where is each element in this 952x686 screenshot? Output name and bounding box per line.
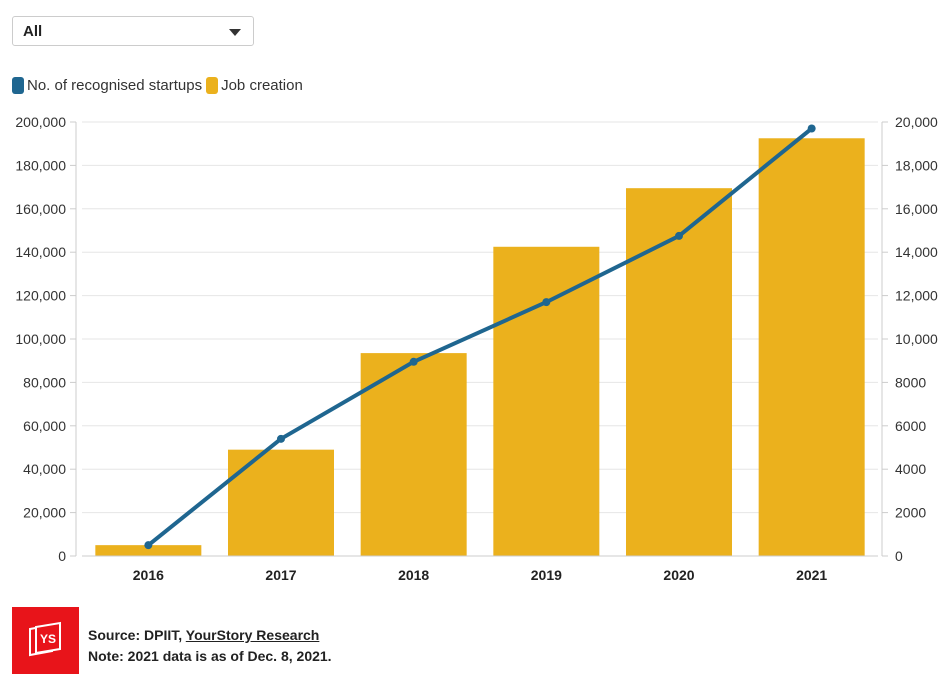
- left-tick-label: 160,000: [15, 201, 66, 217]
- left-tick-label: 120,000: [15, 288, 66, 304]
- grid-layer: [82, 121, 878, 514]
- left-tick-label: 140,000: [15, 244, 66, 260]
- filter-dropdown[interactable]: All: [12, 16, 254, 46]
- yourstory-logo-icon: YS: [29, 621, 61, 657]
- legend-label-jobs: Job creation: [221, 76, 303, 94]
- left-tick-label: 0: [58, 548, 66, 564]
- left-tick-label: 200,000: [15, 114, 66, 130]
- x-tick-label: 2017: [265, 567, 296, 583]
- x-tick-label: 2019: [531, 567, 562, 583]
- legend-swatch-startups: [12, 76, 24, 94]
- left-tick-label: 100,000: [15, 331, 66, 347]
- logo-text: YS: [40, 632, 56, 646]
- x-tick-label: 2018: [398, 567, 429, 583]
- right-tick-label: 14,000: [895, 244, 938, 260]
- right-tick-label: 8000: [895, 374, 926, 390]
- x-axis: 2016 2017 2018 2019 2020 2021: [82, 555, 878, 583]
- chart-footer: YS Source: DPIIT, YourStory Research Not…: [12, 607, 612, 677]
- source-line: Source: DPIIT, YourStory Research: [88, 625, 332, 646]
- line-layer: [144, 124, 816, 550]
- footer-text: Source: DPIIT, YourStory Research Note: …: [88, 625, 332, 667]
- right-tick-label: 18,000: [895, 157, 938, 173]
- note-line: Note: 2021 data is as of Dec. 8, 2021.: [88, 648, 332, 664]
- bar-job-creation: [758, 138, 865, 556]
- point-startups: [542, 298, 551, 307]
- legend-label-startups: No. of recognised startups: [27, 76, 203, 94]
- bar-job-creation: [228, 449, 334, 556]
- bar-job-creation: [626, 188, 732, 556]
- point-startups: [807, 124, 816, 133]
- right-tick-label: 4000: [895, 461, 926, 477]
- right-tick-label: 10,000: [895, 331, 938, 347]
- right-axis: 0 2000 4000 6000 8000 10,000 12,000 14,000 16,00…: [881, 114, 938, 564]
- bar-job-creation: [95, 545, 202, 556]
- right-tick-label: 2000: [895, 505, 926, 521]
- combo-chart: 0 20,000 40,000 60,000 80,000 100,000 120,000 1…: [15, 114, 938, 583]
- bar-job-creation: [360, 353, 467, 556]
- left-tick-label: 40,000: [23, 461, 66, 477]
- point-startups: [144, 541, 153, 550]
- chevron-down-icon: [229, 29, 241, 36]
- right-tick-label: 6000: [895, 418, 926, 434]
- legend-item-jobs[interactable]: Job creation: [206, 76, 303, 94]
- line-startups: [146, 126, 814, 548]
- point-startups: [277, 434, 285, 443]
- bar-layer: [95, 138, 865, 556]
- source-link[interactable]: YourStory Research: [185, 627, 320, 643]
- yourstory-logo: YS: [12, 607, 79, 674]
- legend-item-startups[interactable]: No. of recognised startups: [12, 76, 203, 94]
- right-tick-label: 20,000: [895, 114, 938, 130]
- right-tick-label: 16,000: [895, 201, 938, 217]
- x-tick-label: 2020: [663, 567, 694, 583]
- point-startups: [675, 231, 683, 240]
- left-tick-label: 60,000: [23, 418, 66, 434]
- chart-legend: No. of recognised startups Job creation: [12, 75, 307, 95]
- filter-selected-value: All: [23, 23, 43, 40]
- left-axis: 0 20,000 40,000 60,000 80,000 100,000 120,000 1…: [15, 114, 77, 564]
- x-tick-label: 2021: [796, 567, 827, 583]
- right-tick-label: 0: [895, 548, 903, 564]
- left-tick-label: 20,000: [23, 505, 66, 521]
- left-tick-label: 180,000: [15, 157, 66, 173]
- source-label: Source: DPIIT,: [88, 627, 186, 643]
- point-startups: [409, 357, 418, 366]
- left-tick-label: 80,000: [23, 374, 66, 390]
- right-tick-label: 12,000: [895, 288, 938, 304]
- bar-job-creation: [493, 246, 600, 556]
- x-tick-label: 2016: [133, 567, 164, 583]
- legend-swatch-jobs: [206, 76, 219, 94]
